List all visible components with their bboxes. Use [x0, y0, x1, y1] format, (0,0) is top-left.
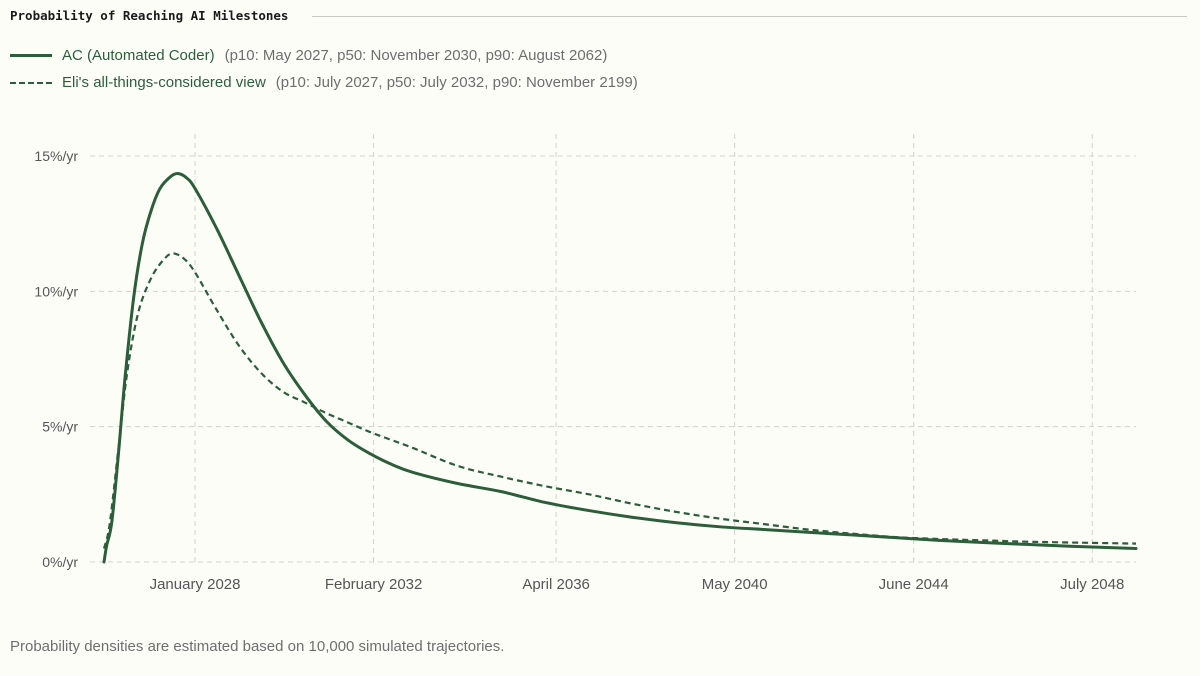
- y-tick-label: 10%/yr: [34, 283, 78, 299]
- y-tick-label: 5%/yr: [42, 419, 78, 435]
- legend-item-ac[interactable]: AC (Automated Coder) (p10: May 2027, p50…: [10, 47, 607, 64]
- series-lines: [102, 172, 1138, 564]
- x-tick-label: June 2044: [879, 576, 949, 593]
- legend-series-name: Eli's all-things-considered view: [62, 74, 266, 91]
- y-tick-label: 15%/yr: [34, 148, 78, 164]
- x-axis-tick-labels: January 2028 February 2032 April 2036 May 2…: [150, 576, 1125, 593]
- legend-item-eli[interactable]: Eli's all-things-considered view (p10: J…: [10, 74, 638, 91]
- x-tick-label: February 2032: [325, 576, 423, 593]
- y-axis-tick-labels: 0%/yr 5%/yr 10%/yr 15%/yr: [34, 148, 78, 570]
- chart-title: Probability of Reaching AI Milestones: [10, 8, 289, 23]
- legend-series-name: AC (Automated Coder): [62, 47, 215, 64]
- x-tick-label: January 2028: [150, 576, 241, 593]
- x-tick-label: April 2036: [522, 576, 590, 593]
- legend-swatch-dashed-line: [10, 81, 52, 84]
- series-line-ac: [102, 172, 1138, 564]
- title-divider: [312, 16, 1187, 17]
- x-tick-label: May 2040: [702, 576, 768, 593]
- chart-footnote: Probability densities are estimated base…: [10, 638, 505, 655]
- x-tick-label: July 2048: [1060, 576, 1124, 593]
- legend-series-percentiles: (p10: May 2027, p50: November 2030, p90:…: [224, 47, 608, 64]
- y-tick-label: 0%/yr: [42, 554, 78, 570]
- series-line-eli-view: [102, 252, 1137, 549]
- legend-swatch-solid-line: [10, 54, 52, 57]
- grid-lines: [90, 134, 1136, 563]
- legend-series-percentiles: (p10: July 2027, p50: July 2032, p90: No…: [275, 74, 638, 91]
